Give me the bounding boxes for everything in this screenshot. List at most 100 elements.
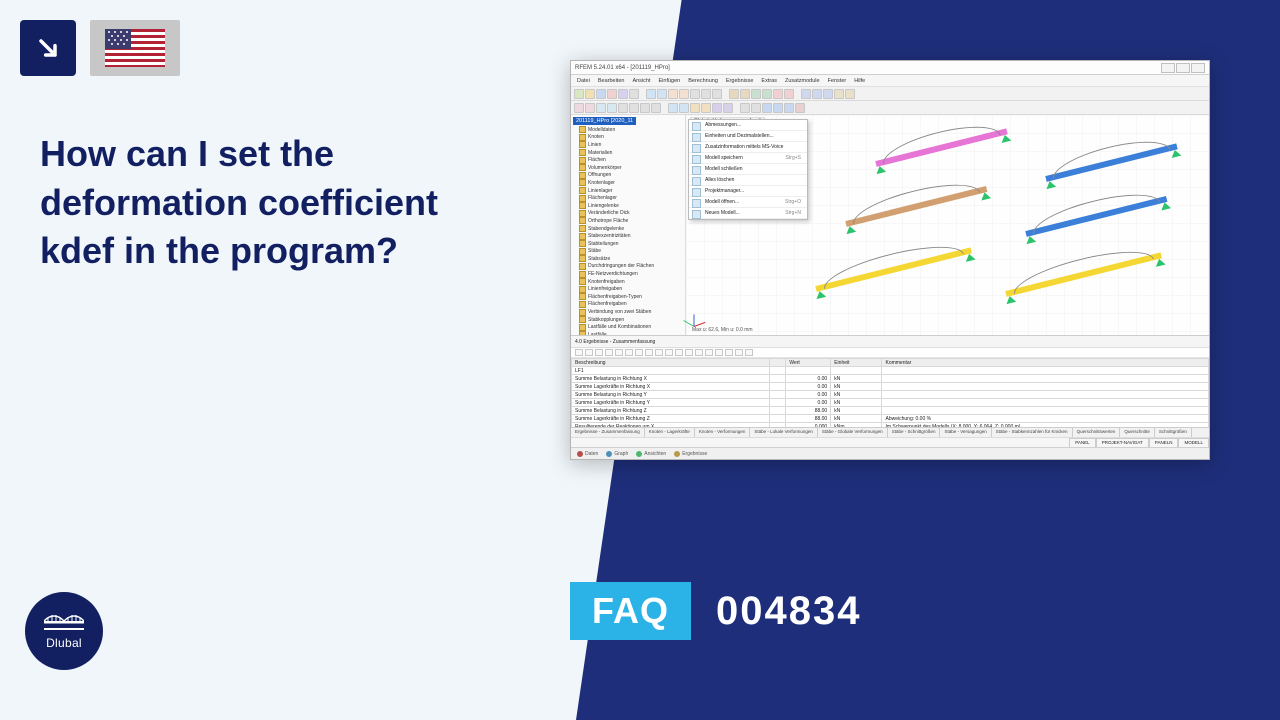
- context-menu-item[interactable]: Projektmanager...: [689, 186, 807, 197]
- tree-item[interactable]: Flächenfreigaben: [579, 301, 683, 309]
- model-viewport[interactable]: Globale Verformungen u [mm] Abmessungen.…: [686, 115, 1209, 335]
- tree-item[interactable]: Knoten: [579, 134, 683, 142]
- project-tree[interactable]: 201119_HPro [2020_11 ModelldatenKnotenLi…: [571, 115, 686, 335]
- table-control-button[interactable]: [745, 349, 753, 356]
- results-tab[interactable]: Querschnittswerten: [1073, 428, 1121, 437]
- tree-item[interactable]: Flächenlager: [579, 194, 683, 202]
- toolbar-button[interactable]: [740, 89, 750, 99]
- toolbar-row-1[interactable]: [571, 87, 1209, 101]
- column-header[interactable]: [770, 359, 786, 367]
- minimize-button[interactable]: [1161, 63, 1175, 73]
- tree-item[interactable]: Flächenfreigaben-Typen: [579, 293, 683, 301]
- tree-item[interactable]: Orthotrope Fläche: [579, 217, 683, 225]
- beam-element[interactable]: [845, 185, 988, 228]
- toolbar-button[interactable]: [801, 89, 811, 99]
- toolbar-button[interactable]: [784, 103, 794, 113]
- results-tab[interactable]: Knoten - Lagerkräfte: [645, 428, 695, 437]
- tree-item[interactable]: Stabendgelenke: [579, 225, 683, 233]
- context-menu-item[interactable]: Modell schließen: [689, 164, 807, 175]
- toolbar-button[interactable]: [823, 89, 833, 99]
- results-tab[interactable]: Schnittgrößen: [1155, 428, 1192, 437]
- context-menu-item[interactable]: Modell öffnen...Strg+O: [689, 197, 807, 208]
- results-tab[interactable]: Knoten - Verformungen: [695, 428, 751, 437]
- tree-item[interactable]: Flächen: [579, 156, 683, 164]
- menu-berechnung[interactable]: Berechnung: [688, 78, 718, 84]
- panel-tab[interactable]: PANELN: [1149, 438, 1179, 447]
- menu-extras[interactable]: Extras: [761, 78, 777, 84]
- panel-tabs[interactable]: PANELPROJEKT-NAVIGATPANELNMODELL: [571, 437, 1209, 447]
- toolbar-button[interactable]: [751, 89, 761, 99]
- tree-item[interactable]: FE-Netzverdichtungen: [579, 270, 683, 278]
- table-control-button[interactable]: [725, 349, 733, 356]
- toolbar-row-2[interactable]: [571, 101, 1209, 115]
- toolbar-button[interactable]: [751, 103, 761, 113]
- panel-tab[interactable]: PANEL: [1069, 438, 1095, 447]
- results-tab[interactable]: Stäbe - Globale Verformungen: [818, 428, 888, 437]
- context-menu-item[interactable]: Abmessungen...: [689, 120, 807, 131]
- results-tabs[interactable]: Ergebnisse - ZusammenfassungKnoten - Lag…: [571, 427, 1209, 437]
- table-row[interactable]: Summe Lagerkräfte in Richtung Y0.00kN: [572, 399, 1209, 407]
- table-control-button[interactable]: [695, 349, 703, 356]
- tree-item[interactable]: Öffnungen: [579, 172, 683, 180]
- menu-bar[interactable]: DateiBearbeitenAnsichtEinfügenBerechnung…: [571, 75, 1209, 87]
- tree-root[interactable]: 201119_HPro [2020_11: [573, 117, 636, 125]
- toolbar-button[interactable]: [651, 103, 661, 113]
- toolbar-button[interactable]: [845, 89, 855, 99]
- menu-fenster[interactable]: Fenster: [828, 78, 847, 84]
- table-row[interactable]: Summe Belastung in Richtung X0.00kN: [572, 375, 1209, 383]
- status-tab[interactable]: Ansichten: [636, 451, 666, 457]
- toolbar-button[interactable]: [629, 103, 639, 113]
- column-header[interactable]: Kommentar: [882, 359, 1209, 367]
- toolbar-button[interactable]: [668, 89, 678, 99]
- tree-item[interactable]: Stabteilungen: [579, 240, 683, 248]
- table-control-button[interactable]: [685, 349, 693, 356]
- menu-einfügen[interactable]: Einfügen: [659, 78, 681, 84]
- toolbar-button[interactable]: [585, 89, 595, 99]
- table-control-button[interactable]: [675, 349, 683, 356]
- menu-ansicht[interactable]: Ansicht: [632, 78, 650, 84]
- tree-item[interactable]: Liniengelenke: [579, 202, 683, 210]
- tree-item[interactable]: Linienfreigaben: [579, 285, 683, 293]
- toolbar-button[interactable]: [712, 103, 722, 113]
- tree-item[interactable]: Stäbe: [579, 248, 683, 256]
- toolbar-button[interactable]: [690, 103, 700, 113]
- context-menu-item[interactable]: Neues Modell...Strg+N: [689, 208, 807, 219]
- menu-ergebnisse[interactable]: Ergebnisse: [726, 78, 754, 84]
- table-control-button[interactable]: [655, 349, 663, 356]
- toolbar-button[interactable]: [607, 103, 617, 113]
- table-control-button[interactable]: [715, 349, 723, 356]
- toolbar-button[interactable]: [640, 103, 650, 113]
- tree-item[interactable]: Volumenkörper: [579, 164, 683, 172]
- toolbar-button[interactable]: [585, 103, 595, 113]
- tree-item[interactable]: Verbindung von zwei Stäben: [579, 308, 683, 316]
- menu-bearbeiten[interactable]: Bearbeiten: [598, 78, 625, 84]
- tree-item[interactable]: Materialien: [579, 149, 683, 157]
- status-tab[interactable]: Graph: [606, 451, 628, 457]
- table-control-button[interactable]: [705, 349, 713, 356]
- toolbar-button[interactable]: [712, 89, 722, 99]
- beam-element[interactable]: [815, 246, 972, 292]
- tree-item[interactable]: Stabkopplungen: [579, 316, 683, 324]
- context-menu-item[interactable]: Alles löschen: [689, 175, 807, 186]
- column-header[interactable]: Wert: [786, 359, 831, 367]
- status-tab[interactable]: Daten: [577, 451, 598, 457]
- maximize-button[interactable]: [1176, 63, 1190, 73]
- toolbar-button[interactable]: [773, 103, 783, 113]
- beam-element[interactable]: [1045, 142, 1178, 182]
- toolbar-button[interactable]: [773, 89, 783, 99]
- results-tab[interactable]: Stäbe - Lokale Verformungen: [750, 428, 818, 437]
- status-tab[interactable]: Ergebnisse: [674, 451, 707, 457]
- toolbar-button[interactable]: [762, 103, 772, 113]
- toolbar-button[interactable]: [762, 89, 772, 99]
- toolbar-button[interactable]: [596, 89, 606, 99]
- table-control-button[interactable]: [635, 349, 643, 356]
- table-control-button[interactable]: [575, 349, 583, 356]
- table-control-button[interactable]: [645, 349, 653, 356]
- tree-item[interactable]: Veränderliche Dick: [579, 210, 683, 218]
- tree-item[interactable]: Stabsätze: [579, 255, 683, 263]
- toolbar-button[interactable]: [618, 89, 628, 99]
- context-menu-item[interactable]: Zusatzinformation mittels MS-Voice: [689, 142, 807, 153]
- results-tab[interactable]: Ergebnisse - Zusammenfassung: [571, 428, 645, 437]
- table-control-button[interactable]: [735, 349, 743, 356]
- tree-item[interactable]: Linienlager: [579, 187, 683, 195]
